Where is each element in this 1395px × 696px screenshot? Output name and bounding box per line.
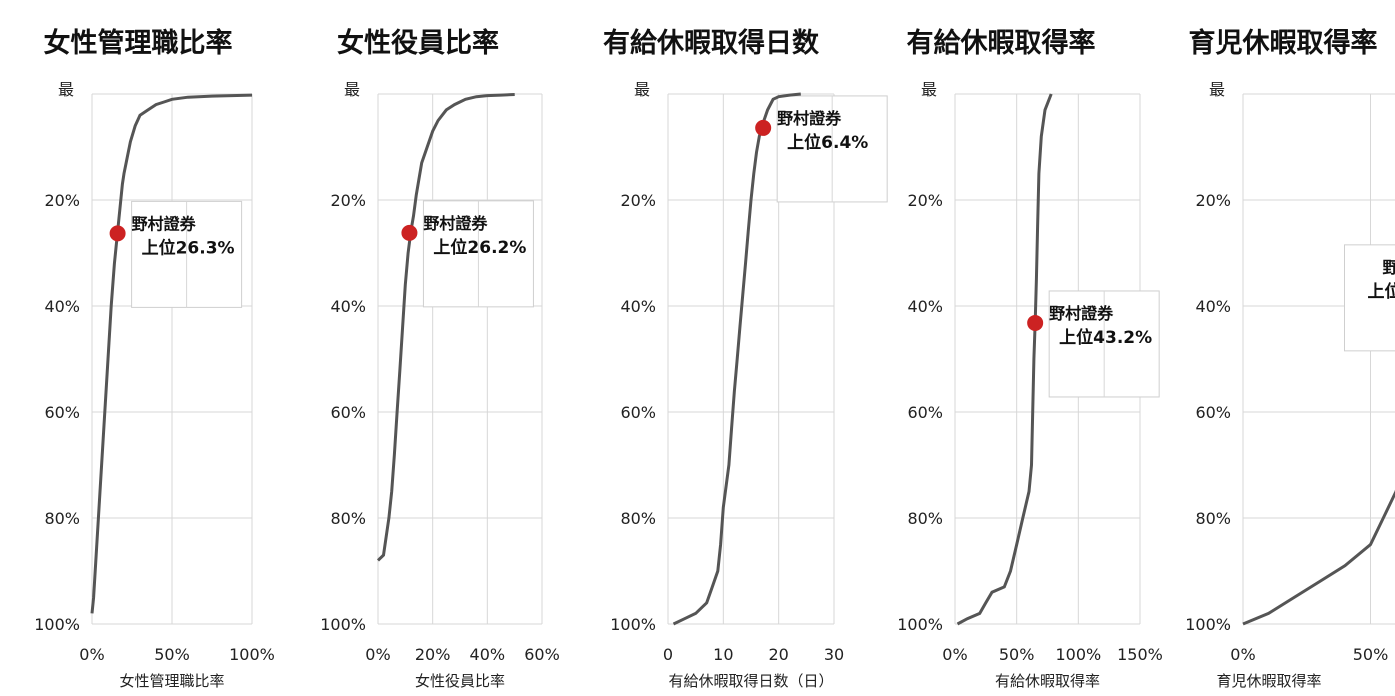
chart-title: 有給休暇取得率: [907, 27, 1096, 59]
y-tick-label: 40%: [1195, 297, 1231, 316]
callout-rank-label: 上位26.2%: [433, 237, 526, 258]
x-tick-label: 30: [824, 645, 844, 664]
y-tick-label: 100%: [320, 615, 366, 634]
chart-panel-5: 育児休暇取得率最20%40%60%80%100%0%50%100%育児休暇取得率…: [1185, 27, 1395, 690]
y-tick-label: 100%: [34, 615, 80, 634]
chart-title: 女性管理職比率: [44, 27, 233, 59]
y-tick-label: 20%: [620, 191, 656, 210]
x-axis-label: 有給休暇取得日数（日）: [668, 672, 833, 690]
y-tick-label: 80%: [1195, 509, 1231, 528]
y-tick-label: 60%: [620, 403, 656, 422]
distribution-curve: [378, 95, 515, 561]
x-tick-label: 100%: [229, 645, 275, 664]
chart-panel-4: 有給休暇取得率最20%40%60%80%100%0%50%100%150%有給休…: [897, 27, 1163, 690]
x-tick-label: 0%: [79, 645, 104, 664]
callout-rank-label: 上位26.3%: [142, 237, 235, 258]
x-tick-label: 40%: [470, 645, 506, 664]
highlight-point: [1027, 315, 1043, 331]
callout-rank-label: 上位34.5%: [1368, 281, 1395, 302]
callout-company-name: 野村證券: [423, 214, 488, 233]
y-tick-label: 最: [921, 80, 937, 99]
x-tick-label: 20: [768, 645, 788, 664]
y-tick-label: 最: [1209, 80, 1225, 99]
callout-company-name: 野村證券: [1382, 258, 1395, 277]
y-tick-label: 80%: [620, 509, 656, 528]
x-axis-label: 女性役員比率: [415, 672, 505, 690]
x-tick-label: 50%: [1353, 645, 1389, 664]
y-tick-label: 最: [344, 80, 360, 99]
chart-title: 女性役員比率: [337, 27, 499, 59]
x-tick-label: 50%: [154, 645, 190, 664]
x-tick-label: 50%: [999, 645, 1035, 664]
x-axis-label: 女性管理職比率: [119, 672, 224, 690]
y-tick-label: 40%: [907, 297, 943, 316]
y-tick-label: 80%: [907, 509, 943, 528]
y-tick-label: 20%: [1195, 191, 1231, 210]
highlight-point: [755, 120, 771, 136]
callout-company-name: 野村證券: [777, 109, 842, 128]
callout-rank-label: 上位6.4%: [787, 132, 868, 153]
chart-title: 有給休暇取得日数: [603, 27, 820, 59]
x-tick-label: 10: [713, 645, 733, 664]
callout-rank-label: 上位43.2%: [1059, 327, 1152, 348]
y-tick-label: 最: [58, 80, 74, 99]
highlight-point: [401, 225, 417, 241]
y-tick-label: 20%: [907, 191, 943, 210]
x-axis-label: 育児休暇取得率: [1216, 672, 1321, 690]
y-tick-label: 最: [634, 80, 650, 99]
x-tick-label: 100%: [1055, 645, 1101, 664]
x-tick-label: 150%: [1117, 645, 1163, 664]
y-tick-label: 60%: [1195, 403, 1231, 422]
distribution-curve: [1243, 121, 1395, 625]
y-tick-label: 100%: [610, 615, 656, 634]
callout-company-name: 野村證券: [132, 214, 197, 233]
y-tick-label: 60%: [330, 403, 366, 422]
y-tick-label: 60%: [44, 403, 80, 422]
x-tick-label: 0%: [942, 645, 967, 664]
y-tick-label: 80%: [44, 509, 80, 528]
x-axis-label: 有給休暇取得率: [995, 672, 1100, 690]
y-tick-label: 100%: [897, 615, 943, 634]
y-tick-label: 20%: [44, 191, 80, 210]
y-tick-label: 40%: [620, 297, 656, 316]
x-tick-label: 0: [663, 645, 673, 664]
x-tick-label: 0%: [365, 645, 390, 664]
y-tick-label: 80%: [330, 509, 366, 528]
y-tick-label: 100%: [1185, 615, 1231, 634]
x-tick-label: 60%: [524, 645, 560, 664]
callout-company-name: 野村證券: [1049, 304, 1114, 323]
highlight-point: [110, 225, 126, 241]
x-tick-label: 20%: [415, 645, 451, 664]
y-tick-label: 40%: [330, 297, 366, 316]
x-tick-label: 0%: [1230, 645, 1255, 664]
distribution-curve: [958, 94, 1052, 624]
chart-panel-2: 女性役員比率最20%40%60%80%100%0%20%40%60%女性役員比率…: [320, 27, 560, 690]
y-tick-label: 40%: [44, 297, 80, 316]
chart-panel-1: 女性管理職比率最20%40%60%80%100%0%50%100%女性管理職比率…: [34, 27, 275, 690]
y-tick-label: 60%: [907, 403, 943, 422]
chart-title: 育児休暇取得率: [1189, 27, 1378, 59]
y-tick-label: 20%: [330, 191, 366, 210]
